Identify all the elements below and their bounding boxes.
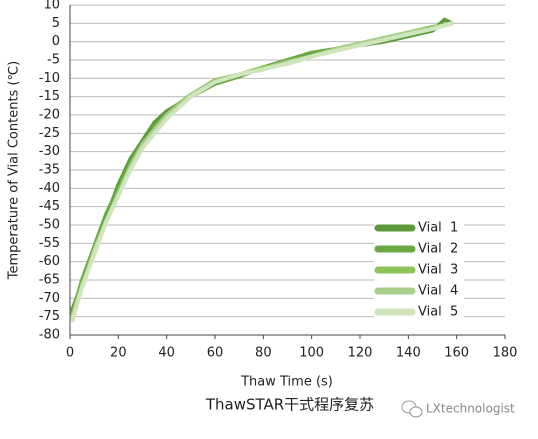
y-axis-label: Temperature of Vial Contents (℃): [7, 61, 22, 280]
y-tick-label: 0: [52, 34, 60, 49]
y-tick-label: -25: [39, 126, 60, 141]
x-tick-label: 120: [348, 346, 373, 361]
x-tick-label: 0: [66, 346, 74, 361]
y-tick-label: -50: [39, 218, 60, 233]
y-tick-label: 10: [43, 0, 60, 13]
legend-label: Vial 3: [418, 263, 458, 278]
watermark: LXtechnologist: [426, 402, 515, 416]
y-tick-label: -75: [39, 309, 60, 324]
x-tick-label: 20: [110, 346, 127, 361]
x-tick-label: 160: [444, 346, 469, 361]
legend-bg: [374, 218, 464, 239]
y-tick-label: -70: [39, 291, 60, 306]
legend-label: Vial 4: [418, 284, 458, 299]
legend-bg: [374, 302, 464, 323]
y-tick-label: -40: [39, 181, 60, 196]
x-tick-label: 180: [493, 346, 518, 361]
caption: ThawSTAR干式程序复苏: [205, 396, 374, 414]
legend-bg: [374, 281, 464, 302]
y-tick-label: 5: [52, 16, 60, 31]
y-tick-label: -65: [39, 273, 60, 288]
y-tick-label: -10: [39, 71, 60, 86]
x-tick-label: 140: [396, 346, 421, 361]
y-tick-label: -20: [39, 108, 60, 123]
legend-label: Vial 1: [418, 221, 458, 236]
y-tick-label: -35: [39, 163, 60, 178]
y-tick-label: -5: [47, 53, 60, 68]
x-tick-label: 60: [207, 346, 224, 361]
wechat-icon: [401, 400, 423, 418]
y-tick-label: -60: [39, 254, 60, 269]
legend-label: Vial 5: [418, 305, 458, 320]
legend-label: Vial 2: [418, 242, 458, 257]
legend-bg: [374, 260, 464, 281]
y-tick-label: -45: [39, 199, 60, 214]
y-tick-label: -15: [39, 89, 60, 104]
x-tick-label: 80: [255, 346, 272, 361]
x-tick-label: 40: [158, 346, 175, 361]
x-axis-label: Thaw Time (s): [240, 375, 333, 390]
y-tick-label: -55: [39, 236, 60, 251]
y-tick-label: -80: [39, 328, 60, 343]
legend-bg: [374, 239, 464, 260]
series-line: [70, 21, 454, 323]
x-tick-label: 100: [299, 346, 324, 361]
y-tick-label: -30: [39, 144, 60, 159]
